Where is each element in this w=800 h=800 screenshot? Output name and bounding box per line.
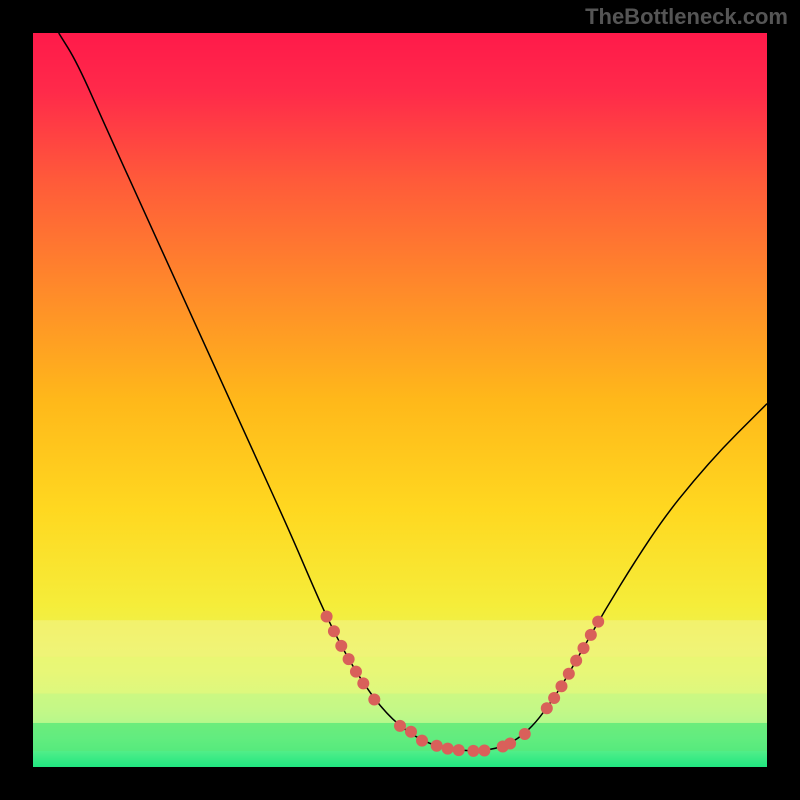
curve-marker <box>394 720 406 732</box>
curve-marker <box>416 735 428 747</box>
curve-marker <box>405 726 417 738</box>
chart-svg <box>0 0 800 800</box>
curve-marker <box>548 692 560 704</box>
curve-marker <box>350 666 362 678</box>
curve-marker <box>335 640 347 652</box>
highlight-band <box>33 657 767 694</box>
curve-marker <box>368 693 380 705</box>
curve-marker <box>442 743 454 755</box>
curve-marker <box>478 744 490 756</box>
curve-marker <box>570 655 582 667</box>
curve-marker <box>555 680 567 692</box>
curve-marker <box>431 740 443 752</box>
curve-marker <box>519 728 531 740</box>
chart-container: TheBottleneck.com <box>0 0 800 800</box>
curve-marker <box>563 668 575 680</box>
curve-marker <box>504 738 516 750</box>
curve-marker <box>592 616 604 628</box>
curve-marker <box>453 744 465 756</box>
curve-marker <box>328 625 340 637</box>
highlight-band <box>33 620 767 657</box>
curve-marker <box>357 677 369 689</box>
curve-marker <box>467 745 479 757</box>
curve-marker <box>321 611 333 623</box>
watermark-text: TheBottleneck.com <box>585 4 788 30</box>
curve-marker <box>578 642 590 654</box>
curve-marker <box>541 702 553 714</box>
curve-marker <box>585 629 597 641</box>
highlight-band <box>33 694 767 723</box>
curve-marker <box>343 653 355 665</box>
